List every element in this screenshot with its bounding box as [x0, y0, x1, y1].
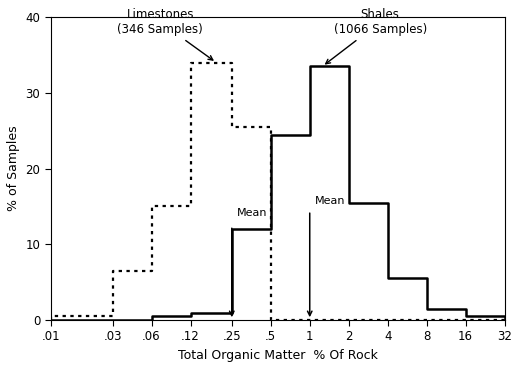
Text: Mean: Mean	[315, 197, 346, 207]
Text: Shales
(1066 Samples): Shales (1066 Samples)	[326, 8, 427, 64]
Text: Limestones
(346 Samples): Limestones (346 Samples)	[117, 8, 213, 60]
Text: Mean: Mean	[237, 208, 267, 218]
Y-axis label: % of Samples: % of Samples	[7, 126, 20, 211]
X-axis label: Total Organic Matter  % Of Rock: Total Organic Matter % Of Rock	[178, 349, 378, 362]
